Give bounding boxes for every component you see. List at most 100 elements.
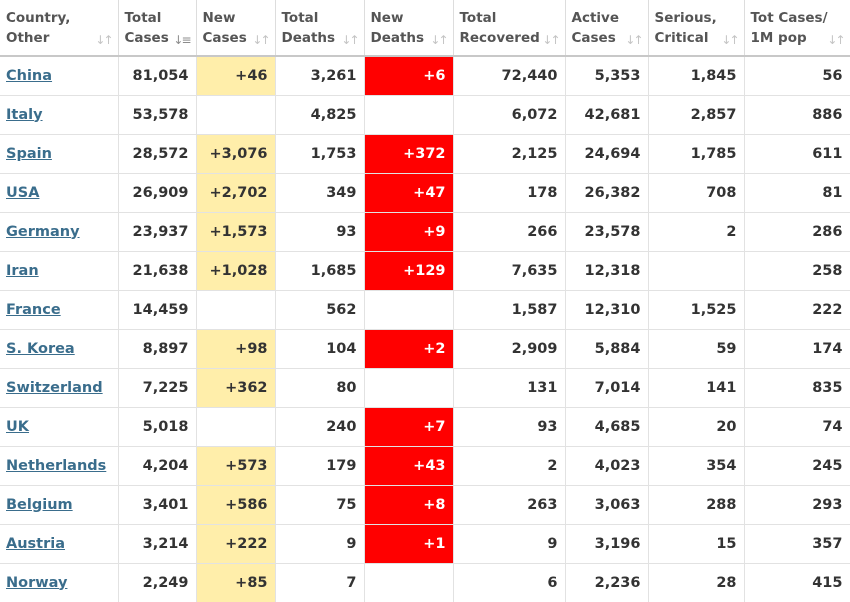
total-cases-cell: 28,572 — [118, 134, 197, 174]
header-total-cases[interactable]: Total Cases ↓≡ — [118, 0, 197, 57]
sort-arrows-icon[interactable]: ↓↑ — [430, 33, 448, 47]
serious-critical-cell: 59 — [648, 329, 745, 369]
country-link[interactable]: Switzerland — [6, 379, 103, 396]
active-cases-cell: 3,196 — [565, 524, 649, 564]
new-deaths-cell: +43 — [364, 446, 454, 486]
country-link[interactable]: S. Korea — [6, 340, 75, 357]
total-cases-cell: 14,459 — [118, 290, 197, 330]
new-cases-cell: +1,028 — [196, 251, 276, 291]
new-deaths-cell: +47 — [364, 173, 454, 213]
header-active-cases[interactable]: Active Cases ↓↑ — [565, 0, 649, 57]
total-cases-cell: 5,018 — [118, 407, 197, 447]
sort-arrows-icon[interactable]: ↓↑ — [341, 33, 359, 47]
total-cases-cell: 7,225 — [118, 368, 197, 408]
country-link[interactable]: Norway — [6, 574, 68, 591]
total-deaths-cell: 93 — [275, 212, 365, 252]
active-cases-cell: 5,884 — [565, 329, 649, 369]
country-link[interactable]: Italy — [6, 106, 43, 123]
header-new-cases[interactable]: New Cases ↓↑ — [196, 0, 276, 57]
header-line: Active — [571, 10, 620, 26]
country-link[interactable]: USA — [6, 184, 40, 201]
total-recovered-cell: 72,440 — [453, 56, 566, 96]
total-recovered-cell: 1,587 — [453, 290, 566, 330]
total-deaths-cell: 1,685 — [275, 251, 365, 291]
total-deaths-cell: 7 — [275, 563, 365, 602]
sort-arrows-icon[interactable]: ↓↑ — [542, 33, 560, 47]
new-cases-cell: +98 — [196, 329, 276, 369]
country-link[interactable]: China — [6, 67, 53, 84]
total-deaths-cell: 1,753 — [275, 134, 365, 174]
new-cases-cell: +1,573 — [196, 212, 276, 252]
active-cases-cell: 4,685 — [565, 407, 649, 447]
serious-critical-cell: 20 — [648, 407, 745, 447]
header-line: Cases — [124, 30, 169, 46]
serious-critical-cell: 1,845 — [648, 56, 745, 96]
header-line: New — [370, 10, 404, 26]
country-link[interactable]: Belgium — [6, 496, 73, 513]
active-cases-cell: 5,353 — [565, 56, 649, 96]
new-deaths-cell — [364, 563, 454, 602]
country-link[interactable]: Netherlands — [6, 457, 107, 474]
country-cell: Belgium — [0, 485, 119, 525]
header-line: Recovered — [459, 30, 540, 46]
total-recovered-cell: 93 — [453, 407, 566, 447]
total-deaths-cell: 80 — [275, 368, 365, 408]
country-cell: S. Korea — [0, 329, 119, 369]
total-cases-cell: 8,897 — [118, 329, 197, 369]
tot-cases-per-1m-cell: 245 — [744, 446, 850, 486]
tot-cases-per-1m-cell: 357 — [744, 524, 850, 564]
serious-critical-cell: 708 — [648, 173, 745, 213]
serious-critical-cell: 1,525 — [648, 290, 745, 330]
table-body: China 81,054 +46 3,261 +6 72,440 5,353 1… — [0, 56, 850, 602]
total-recovered-cell: 2 — [453, 446, 566, 486]
sort-arrows-icon[interactable]: ↓↑ — [252, 33, 270, 47]
header-total-recovered[interactable]: Total Recovered ↓↑ — [453, 0, 566, 57]
total-deaths-cell: 9 — [275, 524, 365, 564]
table-row: S. Korea 8,897 +98 104 +2 2,909 5,884 59… — [0, 329, 850, 369]
table-row: UK 5,018 240 +7 93 4,685 20 74 — [0, 407, 850, 447]
new-cases-cell: +573 — [196, 446, 276, 486]
header-line: Total — [124, 10, 162, 26]
new-cases-cell: +586 — [196, 485, 276, 525]
new-deaths-cell: +9 — [364, 212, 454, 252]
country-link[interactable]: UK — [6, 418, 30, 435]
header-line: Country, — [6, 10, 71, 26]
header-line: Serious, — [654, 10, 717, 26]
total-recovered-cell: 6,072 — [453, 95, 566, 135]
country-link[interactable]: France — [6, 301, 61, 318]
country-link[interactable]: Spain — [6, 145, 52, 162]
country-link[interactable]: Austria — [6, 535, 66, 552]
country-cell: Italy — [0, 95, 119, 135]
total-recovered-cell: 263 — [453, 485, 566, 525]
country-cell: Netherlands — [0, 446, 119, 486]
serious-critical-cell: 2,857 — [648, 95, 745, 135]
country-link[interactable]: Iran — [6, 262, 39, 279]
header-tot-cases-per-1m[interactable]: Tot Cases/ 1M pop ↓↑ — [744, 0, 850, 57]
sort-arrows-icon[interactable]: ↓↑ — [625, 33, 643, 47]
tot-cases-per-1m-cell: 81 — [744, 173, 850, 213]
country-link[interactable]: Germany — [6, 223, 80, 240]
sort-arrows-icon[interactable]: ↓↑ — [721, 33, 739, 47]
sort-desc-icon[interactable]: ↓≡ — [173, 33, 191, 47]
header-total-deaths[interactable]: Total Deaths ↓↑ — [275, 0, 365, 57]
sort-arrows-icon[interactable]: ↓↑ — [95, 33, 113, 47]
header-new-deaths[interactable]: New Deaths ↓↑ — [364, 0, 454, 57]
header-serious-critical[interactable]: Serious, Critical ↓↑ — [648, 0, 745, 57]
total-cases-cell: 2,249 — [118, 563, 197, 602]
serious-critical-cell: 28 — [648, 563, 745, 602]
serious-critical-cell: 354 — [648, 446, 745, 486]
country-cell: UK — [0, 407, 119, 447]
header-line: Total — [459, 10, 497, 26]
total-deaths-cell: 4,825 — [275, 95, 365, 135]
tot-cases-per-1m-cell: 611 — [744, 134, 850, 174]
total-recovered-cell: 266 — [453, 212, 566, 252]
active-cases-cell: 12,310 — [565, 290, 649, 330]
new-deaths-cell: +6 — [364, 56, 454, 96]
new-cases-cell: +3,076 — [196, 134, 276, 174]
sort-arrows-icon[interactable]: ↓↑ — [827, 33, 845, 47]
serious-critical-cell: 15 — [648, 524, 745, 564]
header-line: Tot Cases/ — [750, 10, 828, 26]
total-recovered-cell: 7,635 — [453, 251, 566, 291]
table-row: France 14,459 562 1,587 12,310 1,525 222 — [0, 290, 850, 330]
header-country[interactable]: Country, Other ↓↑ — [0, 0, 119, 57]
